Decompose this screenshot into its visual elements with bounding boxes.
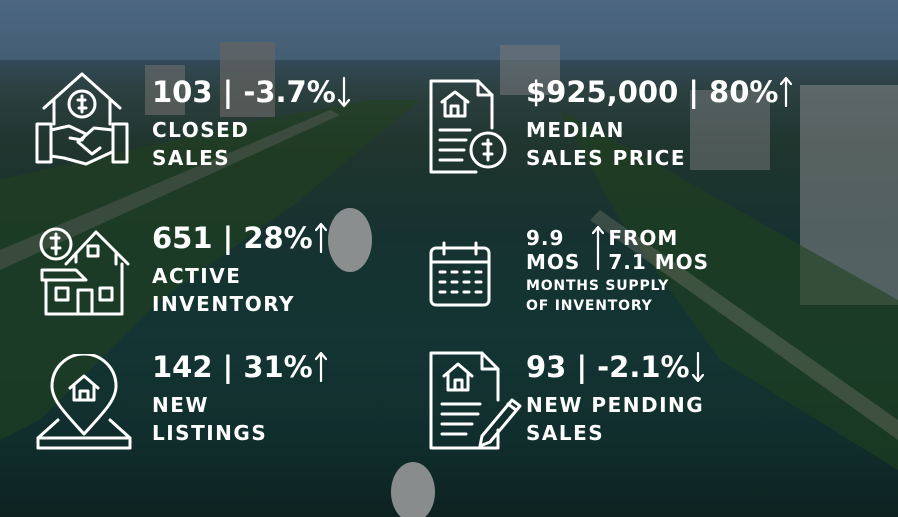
label-line: MEDIAN — [526, 118, 625, 142]
arrow-path — [337, 77, 350, 107]
label-line: NEW PENDING — [526, 393, 705, 417]
label-line: SALES — [152, 146, 231, 170]
supply-caption: OF INVENTORY — [526, 298, 653, 314]
stat-headline: 93 | -2.1% — [526, 351, 704, 383]
supply-value-line: 9.9 — [526, 226, 565, 250]
stat-label: NEW LISTINGS — [152, 391, 327, 447]
arrow-path — [780, 77, 793, 107]
headline-text: 103 | -3.7% — [152, 75, 336, 109]
headline-text: 93 | -2.1% — [526, 350, 690, 384]
stat-block: 93 | -2.1% NEW PENDING SALES — [526, 351, 704, 447]
stat-block: 142 | 31% NEW LISTINGS — [152, 351, 327, 447]
stat-block: 103 | -3.7% CLOSED SALES — [152, 76, 350, 172]
headline-text: $925,000 | 80% — [526, 75, 779, 109]
supply-from: FROM 7.1 MOS — [608, 226, 709, 274]
median-price-icon — [429, 79, 507, 174]
stat-headline: $925,000 | 80% — [526, 75, 793, 109]
supply-block: 9.9 MOS FROM 7.1 MOS MONTHS SUPPLY OF IN… — [526, 225, 709, 316]
supply-from-line: FROM — [608, 226, 679, 250]
headline-text: 651 | 28% — [152, 221, 313, 255]
new-pending-icon — [429, 351, 522, 450]
stat-headline: 103 | -3.7% — [152, 76, 350, 108]
stat-headline: 651 | 28% — [152, 222, 327, 254]
supply-value-line: MOS — [526, 250, 581, 274]
arrow-path — [592, 225, 605, 271]
label-line: SALES PRICE — [526, 146, 686, 170]
headline-text: 142 | 31% — [152, 350, 313, 384]
label-line: CLOSED — [152, 118, 250, 142]
label-line: LISTINGS — [152, 421, 268, 445]
stat-label: ACTIVE INVENTORY — [152, 262, 327, 318]
stat-headline: 142 | 31% — [152, 351, 327, 383]
stat-block: $925,000 | 80% MEDIAN SALES PRICE — [526, 75, 793, 172]
calendar-icon — [429, 241, 491, 307]
label-line: INVENTORY — [152, 292, 295, 316]
label-line: NEW — [152, 393, 209, 417]
trend-arrow — [691, 352, 704, 382]
label-line: SALES — [526, 421, 605, 445]
trend-arrow — [314, 223, 327, 253]
trend-slot — [592, 225, 605, 274]
label-line: ACTIVE — [152, 264, 242, 288]
active-inventory-icon — [39, 227, 130, 316]
supply-value: 9.9 MOS — [526, 226, 580, 274]
trend-arrow — [314, 352, 327, 382]
trend-arrow — [337, 77, 350, 107]
arrow-path — [314, 223, 327, 253]
stat-block: 651 | 28% ACTIVE INVENTORY — [152, 222, 327, 318]
stat-label: CLOSED SALES — [152, 116, 350, 172]
trend-arrow — [592, 225, 605, 271]
arrow-path — [691, 352, 704, 382]
stat-label: NEW PENDING SALES — [526, 391, 704, 447]
supply-from-line: 7.1 MOS — [608, 250, 710, 274]
closed-sales-icon — [35, 72, 129, 166]
new-listings-icon — [36, 354, 132, 450]
arrow-path — [314, 352, 327, 382]
supply-caption: MONTHS SUPPLY — [526, 278, 670, 294]
trend-arrow — [780, 77, 793, 107]
stat-label: MEDIAN SALES PRICE — [526, 116, 792, 172]
